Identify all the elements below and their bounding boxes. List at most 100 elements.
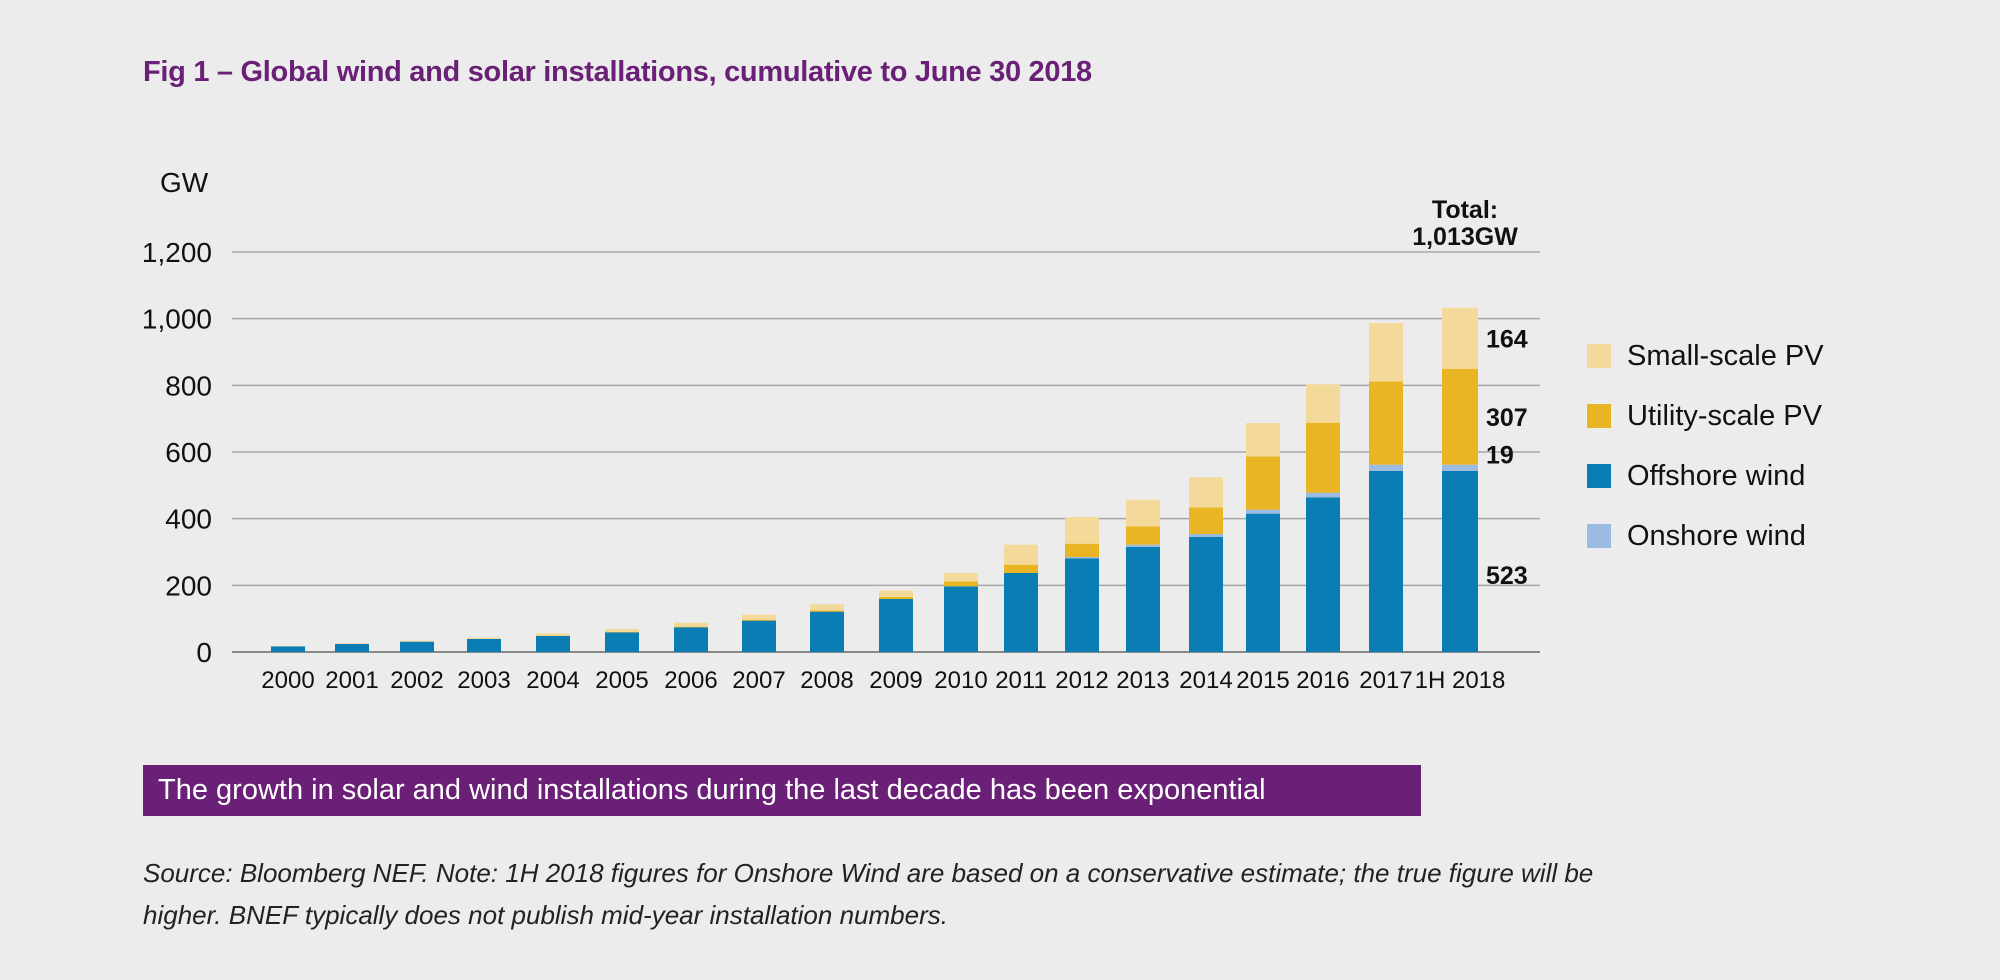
y-tick-label: 600 [165,437,212,468]
bar-segment-small-scale-pv [674,622,708,627]
bar-segment-small-scale-pv [944,573,978,582]
bar-segment-small-scale-pv [879,590,913,597]
x-tick-label: 2014 [1179,667,1232,694]
x-tick-label: 2010 [934,667,987,694]
bar-segment-offshore-wind [879,599,913,652]
bar-segment-small-scale-pv [1369,323,1403,382]
bar-segment-small-scale-pv [1306,384,1340,423]
x-tick-label: 2017 [1359,667,1412,694]
bar-segment-small-scale-pv [1065,517,1099,544]
y-tick-label: 1,000 [142,304,212,335]
x-tick-label: 2015 [1236,667,1289,694]
gridlines [232,251,1540,653]
bar-segment-small-scale-pv [605,629,639,632]
bar-segment-utility-scale-pv [1246,456,1280,510]
legend-label: Onshore wind [1627,520,1806,552]
bar-segment-utility-scale-pv [1442,369,1478,465]
bar-segment-small-scale-pv [536,633,570,636]
bar-segment-utility-scale-pv [1369,381,1403,465]
bar-segment-offshore-wind [1306,497,1340,652]
bar-segment-utility-scale-pv [1065,543,1099,557]
bar-segment-offshore-wind [810,611,844,652]
bar-segment-onshore-wind [1189,534,1223,537]
bar-segment-offshore-wind [1442,471,1478,652]
segment-value-label: 19 [1486,442,1514,470]
source-note: Source: Bloomberg NEF. Note: 1H 2018 fig… [143,858,1594,930]
x-tick-label: 2004 [526,667,579,694]
total-annotation-line2: 1,013GW [1412,223,1518,251]
bar-segment-onshore-wind [1065,557,1099,559]
bar-segment-offshore-wind [536,636,570,652]
y-tick-labels: 0 200 400 600 800 1,000 1,200 [142,237,212,668]
y-tick-label: 800 [165,370,212,401]
x-tick-label: 2016 [1296,667,1349,694]
y-tick-label: 200 [165,570,212,601]
bar-segment-onshore-wind [1369,464,1403,471]
bar-segment-onshore-wind [1246,509,1280,514]
bar-segment-offshore-wind [1004,573,1038,652]
bar-segment-offshore-wind [944,586,978,652]
total-annotation-line1: Total: [1432,196,1498,224]
legend-swatch [1587,344,1611,368]
bar-segment-offshore-wind [271,646,305,652]
bar-segment-offshore-wind [742,620,776,652]
bar-segment-utility-scale-pv [1189,507,1223,534]
bar-segment-utility-scale-pv [810,610,844,612]
bar-segment-small-scale-pv [1189,477,1223,508]
y-tick-label: 1,200 [142,237,212,268]
bar-segment-offshore-wind [400,641,434,652]
y-tick-label: 0 [196,637,212,668]
x-tick-label: 2009 [869,667,922,694]
x-tick-label: 1H 2018 [1415,667,1506,694]
legend-label: Utility-scale PV [1627,400,1823,432]
bar-segment-small-scale-pv [1004,544,1038,565]
bar-segment-small-scale-pv [742,614,776,620]
segment-value-label: 164 [1486,325,1528,353]
bar-segment-utility-scale-pv [1306,422,1340,493]
x-tick-label: 2008 [800,667,853,694]
bars [271,307,1478,652]
y-tick-label: 400 [165,504,212,535]
bar-segment-small-scale-pv [400,640,434,642]
x-tick-label: 2000 [261,667,314,694]
legend-label: Small-scale PV [1627,340,1824,372]
bar-segment-onshore-wind [1442,464,1478,471]
bar-segment-offshore-wind [467,639,501,652]
bar-segment-utility-scale-pv [944,581,978,587]
bar-segment-utility-scale-pv [674,626,708,628]
bar-segment-offshore-wind [1189,537,1223,652]
bar-segment-offshore-wind [1065,558,1099,652]
bar-segment-onshore-wind [1126,544,1160,547]
bar-segment-utility-scale-pv [879,597,913,599]
bar-segment-small-scale-pv [335,643,369,644]
x-tick-label: 2001 [325,667,378,694]
bar-segment-small-scale-pv [467,637,501,639]
legend-label: Offshore wind [1627,460,1805,492]
x-tick-label: 2002 [390,667,443,694]
segment-value-label: 523 [1486,562,1528,590]
legend-swatch [1587,464,1611,488]
x-tick-label: 2006 [664,667,717,694]
bar-segment-utility-scale-pv [1004,564,1038,573]
bar-segment-small-scale-pv [1442,307,1478,369]
bar-segment-onshore-wind [1306,492,1340,498]
bar-segment-offshore-wind [335,644,369,652]
bar-segment-utility-scale-pv [742,619,776,621]
x-tick-label: 2007 [732,667,785,694]
y-axis-label: GW [160,167,209,198]
x-tick-label: 2012 [1055,667,1108,694]
x-tick-label: 2003 [457,667,510,694]
bar-segment-offshore-wind [1369,471,1403,652]
x-tick-labels: 2000 2001 2002 2003 2004 2005 2006 2007 2008 2009… [261,667,1505,694]
headline-banner: The growth in solar and wind installatio… [143,765,1421,816]
x-tick-label: 2011 [995,667,1047,694]
x-tick-label: 2013 [1116,667,1169,694]
legend: Small-scale PV Utility-scale PV Offshore w… [1587,340,1824,552]
x-tick-label: 2005 [595,667,648,694]
figure-title: Fig 1 – Global wind and solar installati… [143,56,1092,88]
segment-value-label: 307 [1486,404,1528,432]
bar-segment-offshore-wind [1246,513,1280,652]
bar-segment-small-scale-pv [1246,423,1280,457]
bar-segment-utility-scale-pv [1126,526,1160,545]
